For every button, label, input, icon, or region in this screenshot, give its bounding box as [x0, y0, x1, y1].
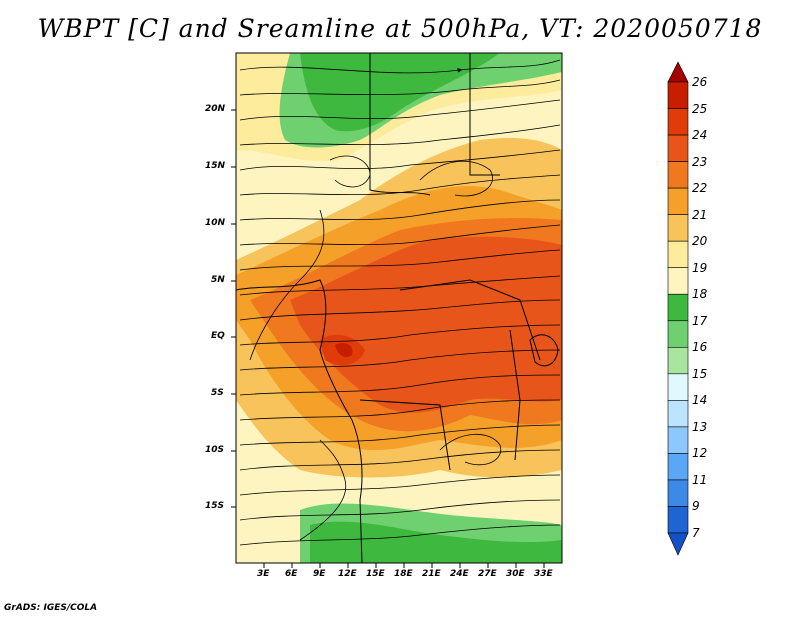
map-title: WBPT [C] and Sreamline at 500hPa, VT: 20… — [37, 14, 763, 43]
colorbar — [667, 61, 689, 556]
colorbar-box — [667, 108, 689, 136]
colorbar-level-label: 17 — [692, 313, 708, 328]
colorbar-level-label: 12 — [692, 446, 708, 461]
lat-label: 15N — [205, 161, 226, 171]
lon-label: 30E — [506, 569, 525, 579]
lon-label: 18E — [394, 569, 413, 579]
colorbar-level-label: 21 — [692, 207, 708, 222]
colorbar-box — [667, 134, 689, 162]
lon-label: 15E — [366, 569, 385, 579]
colorbar-box — [667, 267, 689, 295]
lon-label: 24E — [450, 569, 469, 579]
colorbar-box — [667, 346, 689, 375]
lat-label: 5N — [211, 275, 225, 285]
colorbar-top-triangle — [667, 61, 689, 83]
map-frame — [235, 52, 563, 564]
lat-label: EQ — [211, 331, 225, 341]
axis-ticks — [231, 109, 545, 568]
colorbar-box — [667, 240, 689, 269]
lon-label: 12E — [338, 569, 357, 579]
colorbar-level-label: 18 — [692, 287, 708, 302]
colorbar-level-label: 25 — [692, 101, 708, 116]
colorbar-level-label: 23 — [692, 154, 708, 169]
lon-label: 33E — [534, 569, 553, 579]
colorbar-level-label: 14 — [692, 393, 708, 408]
colorbar-bottom-triangle — [667, 532, 689, 556]
colorbar-box — [667, 453, 689, 481]
colorbar-box — [667, 506, 689, 534]
colorbar-box — [667, 293, 689, 322]
grads-credit: GrADS: IGES/COLA — [4, 603, 98, 613]
lat-label: 15S — [205, 501, 225, 511]
country-borders — [236, 53, 559, 563]
colorbar-box — [667, 214, 689, 242]
colorbar-level-label: 22 — [692, 181, 708, 196]
colorbar-level-label: 19 — [692, 260, 708, 275]
colorbar-box — [667, 187, 689, 215]
colorbar-box — [667, 320, 689, 348]
lat-label: 10S — [205, 445, 225, 455]
colorbar-box — [667, 479, 689, 507]
lon-label: 27E — [478, 569, 497, 579]
streamlines — [239, 59, 561, 546]
colorbar-box — [667, 373, 689, 401]
lon-label: 21E — [422, 569, 441, 579]
colorbar-box — [667, 426, 689, 454]
colorbar-level-label: 24 — [692, 128, 708, 143]
colorbar-level-label: 13 — [692, 419, 708, 434]
colorbar-box — [667, 161, 689, 189]
wbpt-shaded-field — [236, 53, 562, 563]
colorbar-level-label: 16 — [692, 340, 708, 355]
lon-label: 6E — [285, 569, 298, 579]
lon-label: 3E — [257, 569, 270, 579]
colorbar-level-label: 26 — [692, 75, 708, 89]
lat-label: 20N — [205, 104, 226, 114]
lat-label: 10N — [205, 218, 226, 228]
colorbar-level-label: 20 — [692, 234, 708, 249]
lat-label: 5S — [211, 388, 224, 398]
lon-label: 9E — [313, 569, 326, 579]
colorbar-level-label: 7 — [692, 526, 700, 540]
colorbar-level-label: 9 — [692, 499, 700, 514]
colorbar-level-label: 11 — [692, 472, 708, 487]
colorbar-box — [667, 400, 689, 428]
colorbar-box — [667, 81, 689, 109]
colorbar-level-label: 15 — [692, 366, 708, 381]
